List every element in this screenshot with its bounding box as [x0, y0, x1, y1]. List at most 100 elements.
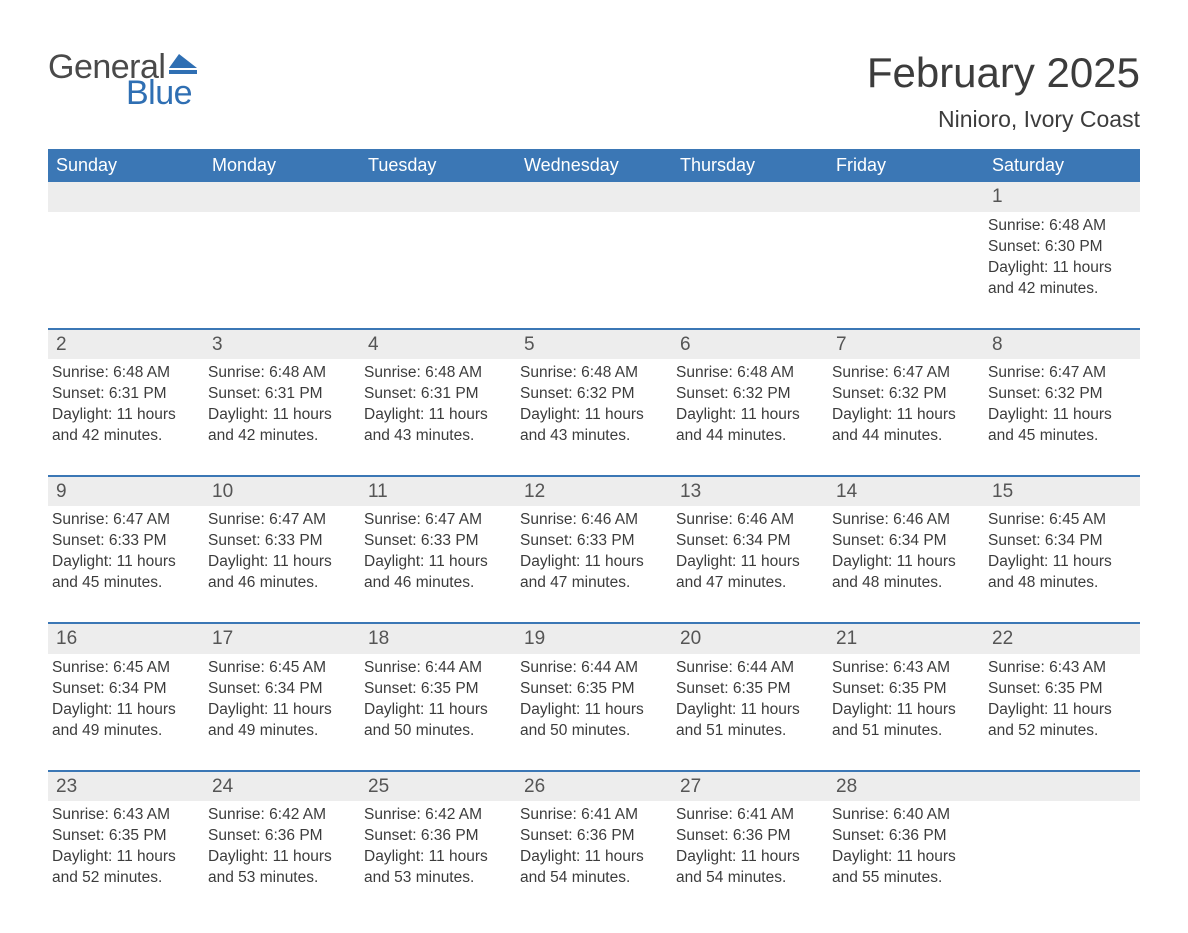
calendar-page: General Blue February 2025 Ninioro, Ivor… [0, 0, 1188, 933]
day-day1-text: Daylight: 11 hours [832, 700, 978, 721]
title-location: Ninioro, Ivory Coast [867, 106, 1140, 133]
page-header: General Blue February 2025 Ninioro, Ivor… [48, 50, 1140, 133]
day-sunset-text: Sunset: 6:34 PM [208, 679, 354, 700]
day-sunrise-text: Sunrise: 6:42 AM [208, 805, 354, 826]
day-cell: 2Sunrise: 6:48 AMSunset: 6:31 PMDaylight… [48, 330, 204, 451]
day-day2-text: and 42 minutes. [208, 426, 354, 447]
day-sunrise-text: Sunrise: 6:48 AM [676, 363, 822, 384]
day-day1-text: Daylight: 11 hours [364, 405, 510, 426]
day-cell: 14Sunrise: 6:46 AMSunset: 6:34 PMDayligh… [828, 477, 984, 598]
day-sunset-text: Sunset: 6:33 PM [52, 531, 198, 552]
day-sunset-text: Sunset: 6:35 PM [364, 679, 510, 700]
day-cell [984, 772, 1140, 893]
day-sunrise-text: Sunrise: 6:46 AM [676, 510, 822, 531]
day-day2-text: and 54 minutes. [520, 868, 666, 889]
day-number: 16 [48, 624, 204, 654]
day-day1-text: Daylight: 11 hours [364, 552, 510, 573]
day-sunset-text: Sunset: 6:35 PM [988, 679, 1134, 700]
weekday-header-row: SundayMondayTuesdayWednesdayThursdayFrid… [48, 149, 1140, 182]
day-day2-text: and 54 minutes. [676, 868, 822, 889]
day-number: 3 [204, 330, 360, 360]
day-sunrise-text: Sunrise: 6:48 AM [364, 363, 510, 384]
day-number [360, 182, 516, 212]
day-day2-text: and 43 minutes. [520, 426, 666, 447]
day-number: 24 [204, 772, 360, 802]
day-cell: 6 Sunrise: 6:48 AMSunset: 6:32 PMDaylight… [672, 330, 828, 451]
day-cell: 15 Sunrise: 6:45 AMSunset: 6:34 PMDayligh… [984, 477, 1140, 598]
day-cell: 16Sunrise: 6:45 AMSunset: 6:34 PMDayligh… [48, 624, 204, 745]
day-day2-text: and 50 minutes. [520, 721, 666, 742]
day-day2-text: and 55 minutes. [832, 868, 978, 889]
day-cell: 1Sunrise: 6:48 AMSunset: 6:30 PMDaylight… [984, 182, 1140, 303]
day-day2-text: and 51 minutes. [676, 721, 822, 742]
day-cell: 21Sunrise: 6:43 AMSunset: 6:35 PMDayligh… [828, 624, 984, 745]
day-sunrise-text: Sunrise: 6:48 AM [52, 363, 198, 384]
day-sunrise-text: Sunrise: 6:43 AM [832, 658, 978, 679]
day-day2-text: and 52 minutes. [52, 868, 198, 889]
day-cell: 13Sunrise: 6:46 AMSunset: 6:34 PMDayligh… [672, 477, 828, 598]
day-number: 22 [984, 624, 1140, 654]
day-day1-text: Daylight: 11 hours [988, 258, 1134, 279]
day-sunset-text: Sunset: 6:34 PM [52, 679, 198, 700]
week-row: 1Sunrise: 6:48 AMSunset: 6:30 PMDaylight… [48, 182, 1140, 303]
day-cell: 22Sunrise: 6:43 AMSunset: 6:35 PMDayligh… [984, 624, 1140, 745]
day-sunset-text: Sunset: 6:35 PM [520, 679, 666, 700]
day-day1-text: Daylight: 11 hours [208, 405, 354, 426]
day-cell: 18Sunrise: 6:44 AMSunset: 6:35 PMDayligh… [360, 624, 516, 745]
day-day1-text: Daylight: 11 hours [988, 552, 1134, 573]
day-sunset-text: Sunset: 6:34 PM [988, 531, 1134, 552]
day-number [828, 182, 984, 212]
day-number: 2 [48, 330, 204, 360]
day-day2-text: and 44 minutes. [832, 426, 978, 447]
day-sunset-text: Sunset: 6:32 PM [988, 384, 1134, 405]
day-sunrise-text: Sunrise: 6:47 AM [52, 510, 198, 531]
day-day2-text: and 46 minutes. [364, 573, 510, 594]
day-sunrise-text: Sunrise: 6:43 AM [988, 658, 1134, 679]
weekday-header-cell: Friday [828, 149, 984, 182]
day-sunrise-text: Sunrise: 6:42 AM [364, 805, 510, 826]
day-day1-text: Daylight: 11 hours [676, 700, 822, 721]
day-cell: 5Sunrise: 6:48 AMSunset: 6:32 PMDaylight… [516, 330, 672, 451]
day-cell: 9 Sunrise: 6:47 AMSunset: 6:33 PMDaylight… [48, 477, 204, 598]
day-sunrise-text: Sunrise: 6:44 AM [676, 658, 822, 679]
day-number: 14 [828, 477, 984, 507]
weekday-header-cell: Tuesday [360, 149, 516, 182]
day-number: 6 [672, 330, 828, 360]
day-cell [48, 182, 204, 303]
day-number: 8 [984, 330, 1140, 360]
day-day1-text: Daylight: 11 hours [832, 847, 978, 868]
day-cell: 17Sunrise: 6:45 AMSunset: 6:34 PMDayligh… [204, 624, 360, 745]
day-day1-text: Daylight: 11 hours [52, 552, 198, 573]
day-sunrise-text: Sunrise: 6:48 AM [988, 216, 1134, 237]
day-sunrise-text: Sunrise: 6:45 AM [52, 658, 198, 679]
day-number: 11 [360, 477, 516, 507]
day-cell [360, 182, 516, 303]
day-number [48, 182, 204, 212]
day-number: 21 [828, 624, 984, 654]
day-day1-text: Daylight: 11 hours [520, 847, 666, 868]
day-sunrise-text: Sunrise: 6:45 AM [988, 510, 1134, 531]
day-number: 13 [672, 477, 828, 507]
week-row: 16Sunrise: 6:45 AMSunset: 6:34 PMDayligh… [48, 622, 1140, 745]
day-day2-text: and 44 minutes. [676, 426, 822, 447]
day-day2-text: and 47 minutes. [520, 573, 666, 594]
day-day1-text: Daylight: 11 hours [832, 405, 978, 426]
day-sunset-text: Sunset: 6:32 PM [676, 384, 822, 405]
day-day1-text: Daylight: 11 hours [676, 405, 822, 426]
day-sunrise-text: Sunrise: 6:48 AM [208, 363, 354, 384]
day-day1-text: Daylight: 11 hours [676, 847, 822, 868]
weekday-header-cell: Thursday [672, 149, 828, 182]
day-sunset-text: Sunset: 6:33 PM [520, 531, 666, 552]
day-sunrise-text: Sunrise: 6:43 AM [52, 805, 198, 826]
day-sunset-text: Sunset: 6:36 PM [208, 826, 354, 847]
day-day1-text: Daylight: 11 hours [208, 552, 354, 573]
day-day2-text: and 53 minutes. [208, 868, 354, 889]
day-sunset-text: Sunset: 6:36 PM [676, 826, 822, 847]
day-sunrise-text: Sunrise: 6:46 AM [832, 510, 978, 531]
day-sunset-text: Sunset: 6:31 PM [208, 384, 354, 405]
day-day2-text: and 45 minutes. [52, 573, 198, 594]
day-number: 27 [672, 772, 828, 802]
day-number: 9 [48, 477, 204, 507]
day-number: 15 [984, 477, 1140, 507]
day-cell: 19Sunrise: 6:44 AMSunset: 6:35 PMDayligh… [516, 624, 672, 745]
